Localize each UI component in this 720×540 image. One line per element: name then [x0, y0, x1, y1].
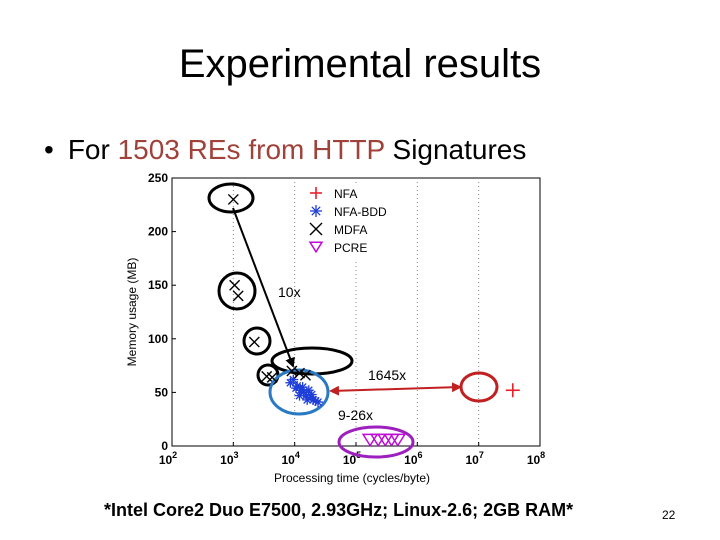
mdfa-100-ellipse — [242, 326, 272, 356]
y-axis-label: Memory usage (MB) — [125, 258, 139, 367]
slide-title: Experimental results — [178, 42, 542, 86]
page-number: 22 — [662, 508, 676, 522]
legend-nfa-bdd-label: NFA-BDD — [334, 205, 387, 219]
legend-mdfa-label: MDFA — [334, 223, 367, 237]
pcre-ellipse — [337, 425, 415, 459]
mdfa-top-ellipse — [207, 182, 255, 214]
y-tick-label: 200 — [148, 225, 168, 239]
highlight-ellipses — [207, 182, 499, 459]
nfa-bdd-point — [297, 382, 308, 393]
pcre-point — [389, 433, 407, 448]
nfa-bdd-point — [306, 389, 317, 400]
nfa-bdd-point — [312, 397, 323, 408]
legend-pcre-label: PCRE — [334, 241, 367, 255]
x-tick-label: 102 — [159, 450, 177, 467]
y-tick-label: 150 — [148, 278, 168, 292]
mdfa-point — [227, 193, 239, 205]
arrow-10x — [232, 207, 295, 368]
mdfa-point — [294, 367, 306, 379]
arrow-1645x — [329, 382, 462, 396]
legend-mdfa-marker — [309, 222, 323, 236]
nfa-bdd-point — [290, 383, 301, 394]
bullet-suffix: Signatures — [384, 134, 527, 165]
y-tick-label: 250 — [148, 171, 168, 185]
y-tick-label: 0 — [161, 439, 168, 453]
footnote: *Intel Core2 Duo E7500, 2.93GHz; Linux-2… — [104, 500, 574, 520]
y-axis-ticks: 0 50 100 150 200 250 — [148, 171, 176, 453]
legend-nfa-bdd-marker — [310, 205, 322, 217]
x-axis-ticks: 102 103 104 105 106 107 108 — [159, 442, 545, 467]
nfa-bdd-point — [294, 390, 305, 401]
data-marks — [227, 193, 520, 448]
x-tick-label: 104 — [281, 450, 299, 467]
bullet-point: • For 1503 REs from HTTP Signatures — [44, 134, 526, 166]
y-tick-label: 50 — [155, 385, 169, 399]
legend-nfa-marker — [310, 187, 322, 199]
mdfa-point — [286, 365, 298, 377]
mdfa-point — [232, 290, 244, 302]
mdfa-point — [248, 336, 260, 348]
x-tick-label: 103 — [220, 450, 238, 467]
legend: NFA NFA-BDD MDFA PCRE — [297, 184, 408, 260]
legend-pcre-marker — [308, 241, 324, 254]
nfa-bdd-ellipse — [268, 368, 330, 416]
mdfa-150-ellipse — [217, 271, 257, 311]
pcre-point — [361, 433, 379, 448]
x-axis-label: Processing time (cycles/byte) — [274, 471, 430, 485]
x-tick-label: 106 — [404, 450, 422, 467]
mdfa-point — [299, 369, 311, 381]
comparison-arrows — [232, 207, 462, 396]
legend-nfa-label: NFA — [334, 187, 357, 201]
x-tick-label: 108 — [527, 450, 545, 467]
bullet-highlight-count: 1503 REs from — [117, 134, 305, 165]
mdfa-cluster-ellipse — [270, 346, 354, 376]
mdfa-point — [229, 279, 241, 291]
x-tick-label: 107 — [465, 450, 483, 467]
nfa-point — [505, 383, 520, 398]
bullet-prefix: For — [67, 134, 118, 165]
bullet-dot: • — [44, 134, 54, 165]
annotation-1645x: 1645x — [368, 367, 406, 383]
mdfa-point — [266, 371, 278, 383]
bullet-highlight-http: HTTP — [312, 134, 385, 165]
annotation-10x: 10x — [278, 284, 301, 300]
annotation-9-26x: 9-26x — [338, 407, 373, 423]
y-tick-label: 100 — [148, 332, 168, 346]
